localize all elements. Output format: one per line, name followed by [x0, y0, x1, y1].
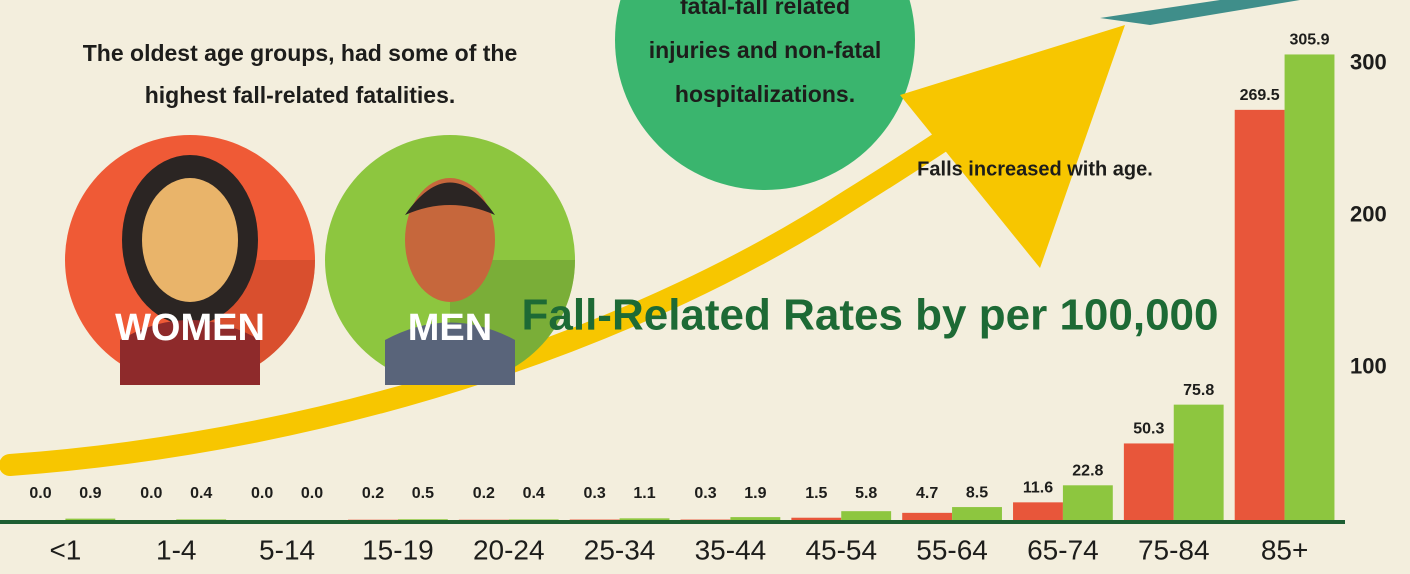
bar	[509, 519, 559, 520]
x-tick-label: 25-34	[584, 534, 656, 565]
value-label: 0.0	[251, 485, 273, 502]
value-label: 0.5	[412, 485, 434, 502]
value-label: 0.3	[584, 485, 606, 502]
y-tick-label: 100	[1350, 354, 1387, 379]
x-tick-label: 5-14	[259, 534, 315, 565]
bar	[1285, 54, 1335, 520]
x-tick-label: 75-84	[1138, 534, 1210, 565]
bar	[1063, 485, 1113, 520]
annotation: fatal-fall related	[680, 0, 850, 19]
value-label: 0.0	[29, 485, 51, 502]
x-tick-label: 55-64	[916, 534, 988, 565]
value-label: 305.9	[1289, 32, 1329, 49]
value-label: 50.3	[1133, 421, 1164, 438]
value-label: 1.5	[805, 485, 827, 502]
bar	[1235, 110, 1285, 520]
bar	[1174, 405, 1224, 520]
value-label: 4.7	[916, 485, 938, 502]
value-label: 0.0	[301, 485, 323, 502]
value-label: 0.3	[694, 485, 716, 502]
value-label: 22.8	[1072, 463, 1103, 480]
value-label: 0.0	[140, 485, 162, 502]
bar	[176, 519, 226, 520]
bar	[791, 518, 841, 520]
x-tick-label: 15-19	[362, 534, 434, 565]
y-tick-label: 300	[1350, 49, 1387, 74]
x-tick-label: <1	[49, 534, 81, 565]
bar	[65, 519, 115, 520]
value-label: 1.1	[633, 485, 655, 502]
value-label: 0.2	[362, 485, 384, 502]
value-label: 8.5	[966, 484, 988, 501]
legend-label: MEN	[408, 307, 492, 349]
value-label: 75.8	[1183, 382, 1214, 399]
value-label: 0.4	[190, 485, 212, 502]
x-tick-label: 1-4	[156, 534, 196, 565]
chart: WOMEN MEN Fall-Related Rates by per 100,…	[0, 0, 1410, 574]
annotation: hospitalizations.	[675, 81, 855, 107]
annotation: injuries and non-fatal	[649, 37, 882, 63]
decor-shape	[1100, 0, 1300, 25]
bar	[902, 513, 952, 520]
bar	[952, 507, 1002, 520]
bar	[1124, 443, 1174, 520]
legend-label: WOMEN	[115, 307, 265, 349]
x-tick-label: 45-54	[805, 534, 877, 565]
y-tick-label: 200	[1350, 201, 1387, 226]
value-label: 0.2	[473, 485, 495, 502]
x-tick-label: 20-24	[473, 534, 545, 565]
value-label: 5.8	[855, 485, 877, 502]
x-tick-label: 35-44	[695, 534, 767, 565]
value-label: 11.6	[1023, 480, 1053, 497]
bar	[398, 519, 448, 520]
x-tick-label: 85+	[1261, 534, 1309, 565]
value-label: 0.9	[79, 485, 101, 502]
bar	[841, 511, 891, 520]
bar	[730, 517, 780, 520]
bar	[620, 518, 670, 520]
value-label: 0.4	[523, 485, 545, 502]
annotation: highest fall-related fatalities.	[145, 82, 456, 108]
value-label: 269.5	[1240, 87, 1280, 104]
bar	[1013, 502, 1063, 520]
annotation: The oldest age groups, had some of the	[83, 40, 518, 66]
chart-title: Fall-Related Rates by per 100,000	[522, 291, 1219, 340]
value-label: 1.9	[744, 485, 766, 502]
annotation: Falls increased with age.	[917, 158, 1153, 180]
x-tick-label: 65-74	[1027, 534, 1099, 565]
